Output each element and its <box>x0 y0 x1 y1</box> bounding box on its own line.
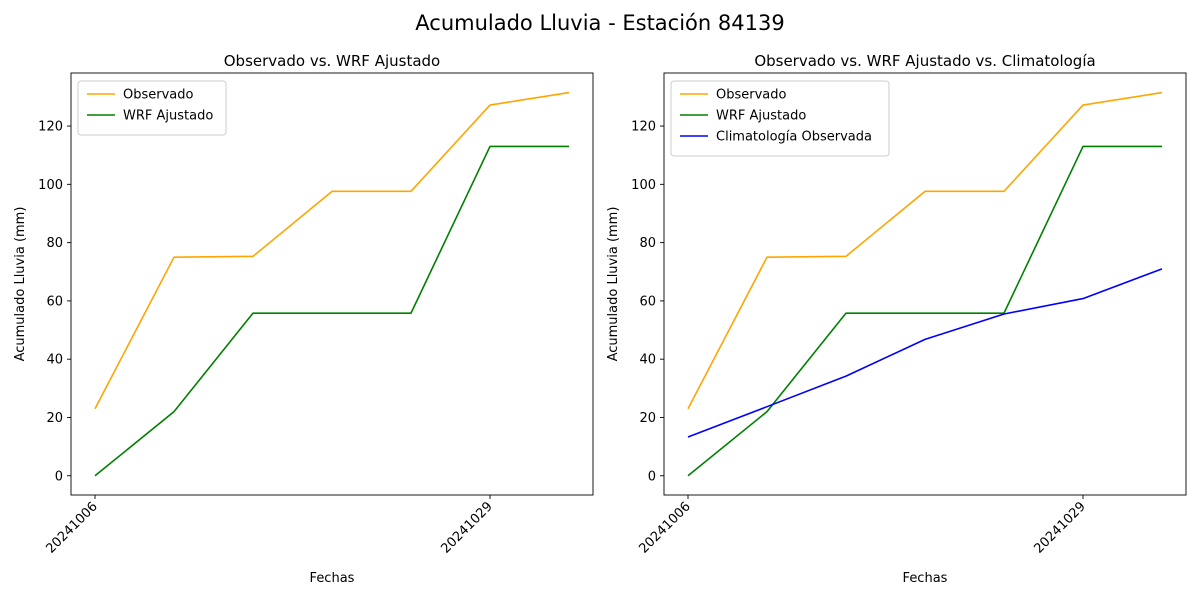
ax1-ytick-label: 0 <box>648 469 656 484</box>
ax0-legend-label: WRF Ajustado <box>123 109 213 124</box>
ax0-series-line-observado <box>94 91 570 410</box>
ax1-xlabel: Fechas <box>903 571 948 586</box>
ax1-ytick-label: 100 <box>631 178 656 193</box>
ax0-ytick-label: 80 <box>46 236 63 251</box>
ax0-legend-label: Observado <box>123 88 194 103</box>
ax1-legend: Observado WRF Ajustado Climatología Observ… <box>670 80 890 157</box>
ax0-frame <box>70 72 594 496</box>
ax1-xtick-label: 20241029 <box>1031 499 1088 556</box>
ax1-series-line-clim <box>687 268 1163 438</box>
ax1-frame <box>663 72 1187 496</box>
ax1-legend-label: Observado <box>716 88 787 103</box>
subplot-observado-vs-wrf: Observado vs. WRF Ajustado 0 20 40 60 80 100 12… <box>13 52 594 586</box>
ax0-xlabel: Fechas <box>310 571 355 586</box>
ax0-series-line-wrf <box>94 145 569 477</box>
ax1-ytick-label: 120 <box>631 120 656 135</box>
ax1-ytick-label: 40 <box>639 353 656 368</box>
ax0-ytick-label: 100 <box>38 178 63 193</box>
figure-suptitle: Acumulado Lluvia - Estación 84139 <box>415 11 784 35</box>
ax0-ytick-label: 40 <box>46 353 63 368</box>
ax1-ylabel: Acumulado Lluvia (mm) <box>606 207 621 362</box>
ax0-xtick-label: 20241006 <box>43 499 100 556</box>
ax1-series-line-observado <box>687 91 1163 410</box>
ax0-ytick-label: 120 <box>38 120 63 135</box>
ax0-ylabel: Acumulado Lluvia (mm) <box>13 207 28 362</box>
ax1-legend-box <box>670 80 890 157</box>
ax0-title: Observado vs. WRF Ajustado <box>224 52 440 70</box>
ax1-legend-label: Climatología Observada <box>716 130 872 145</box>
ax1-xtick-label: 20241006 <box>636 499 693 556</box>
ax1-legend-label: WRF Ajustado <box>716 109 806 124</box>
ax1-ytick-label: 20 <box>639 411 656 426</box>
ax0-ytick-label: 20 <box>46 411 63 426</box>
ax0-xtick-label: 20241029 <box>438 499 495 556</box>
subplot-observado-vs-wrf-vs-climatologia: Observado vs. WRF Ajustado vs. Climatolo… <box>606 52 1187 586</box>
ax0-ytick-label: 0 <box>55 469 63 484</box>
ax0-ytick-label: 60 <box>46 294 63 309</box>
ax1-title: Observado vs. WRF Ajustado vs. Climatolo… <box>754 52 1095 70</box>
ax1-ytick-label: 80 <box>639 236 656 251</box>
ax1-ytick-label: 60 <box>639 294 656 309</box>
ax1-series-line-wrf <box>687 145 1162 477</box>
ax0-legend: Observado WRF Ajustado <box>77 80 227 136</box>
